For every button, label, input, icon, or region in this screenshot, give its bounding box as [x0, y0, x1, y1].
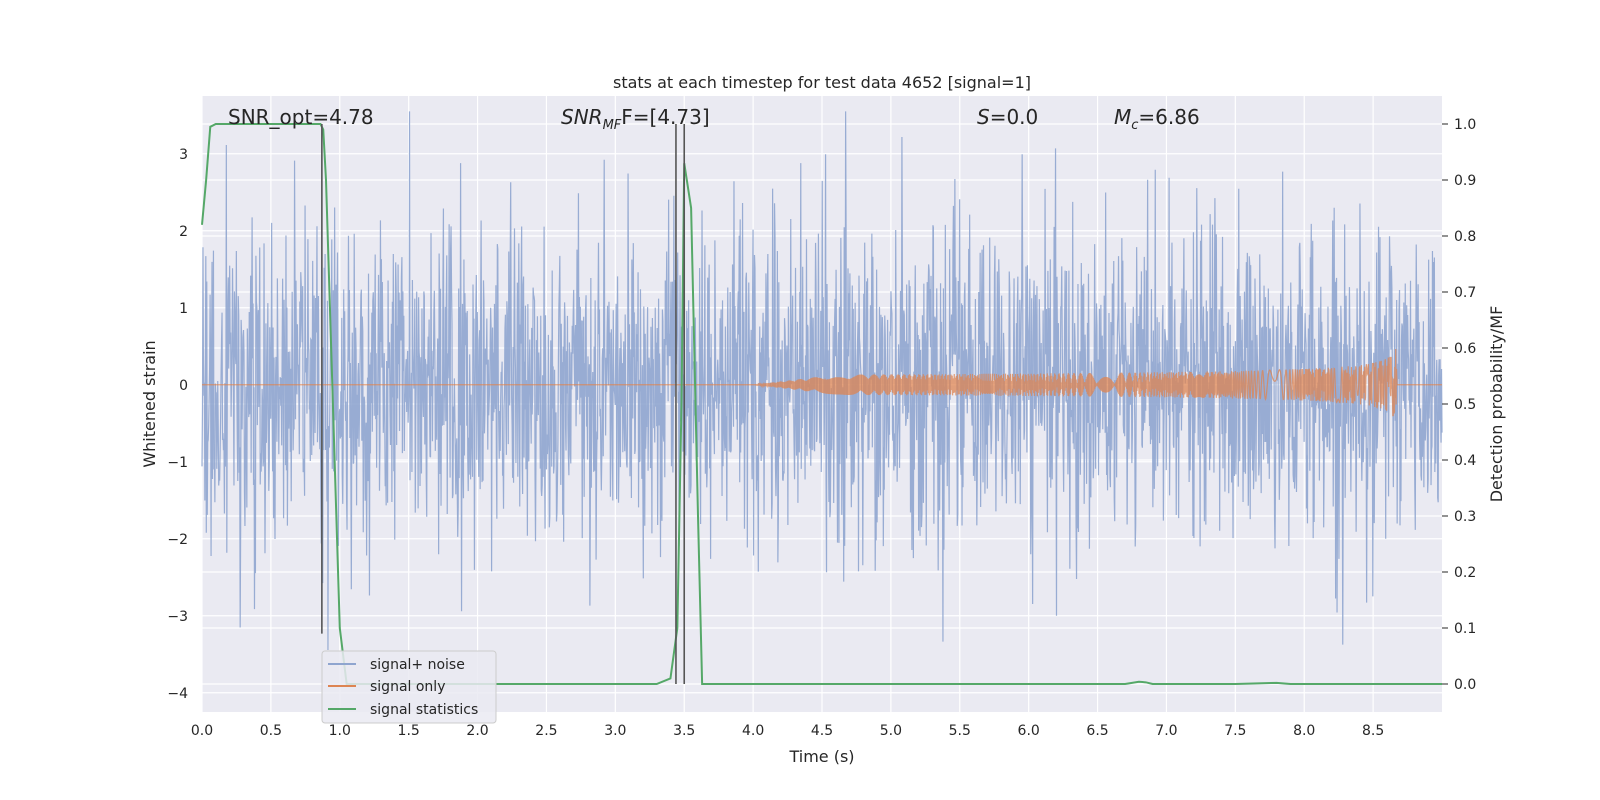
legend: signal+ noise signal only signal statist…	[321, 650, 497, 724]
signal-statistics-line	[201, 123, 1442, 685]
x-tick-label: 8.0	[1293, 723, 1315, 739]
annotation-s: S=0.0	[977, 105, 1038, 129]
x-tick-label: 4.5	[811, 723, 833, 739]
annotation-mc-value: =6.86	[1138, 105, 1199, 129]
x-tick-label: 1.5	[398, 723, 420, 739]
y-right-tick-label: 0.4	[1454, 453, 1476, 469]
x-tick-label: 6.5	[1086, 723, 1108, 739]
annotation-s-base: S	[977, 105, 990, 129]
x-tick-label: 5.0	[880, 723, 902, 739]
y-right-axis-label: Detection probability/MF	[1487, 306, 1506, 503]
x-axis-label: Time (s)	[788, 747, 854, 766]
y-right-tick-label: 0.0	[1454, 677, 1476, 693]
y-left-axis-ticks: 3 2 1 0 −1 −2 −3 −4	[167, 147, 188, 702]
y-left-tick-label: −4	[167, 686, 188, 702]
x-tick-label: 8.5	[1362, 723, 1384, 739]
annotation-snr-mf-sub: MF	[603, 118, 622, 133]
signal-statistics-series	[201, 123, 1442, 685]
annotation-mc-base: M	[1114, 105, 1131, 129]
y-right-tick-label: 0.3	[1454, 509, 1476, 525]
y-left-tick-label: 2	[179, 224, 188, 240]
y-right-tick-label: 0.5	[1454, 397, 1476, 413]
legend-label-signal-statistics: signal statistics	[370, 702, 478, 718]
annotation-snr-mf-value: F=[4.73]	[621, 105, 709, 129]
annotation-mc-sub: c	[1131, 118, 1138, 133]
y-left-tick-label: 3	[179, 147, 188, 163]
y-left-tick-label: −1	[167, 455, 188, 471]
chart-title: stats at each timestep for test data 465…	[613, 73, 1031, 92]
x-tick-label: 3.5	[673, 723, 695, 739]
signal-only-line	[202, 349, 1442, 417]
x-tick-label: 3.0	[604, 723, 626, 739]
signal-noise-series	[201, 111, 1443, 651]
signal-only-series	[202, 349, 1442, 417]
x-tick-label: 2.5	[535, 723, 557, 739]
y-right-tick-label: 0.8	[1454, 229, 1476, 245]
y-right-tick-label: 0.7	[1454, 285, 1476, 301]
y-left-tick-label: 0	[179, 378, 188, 394]
x-tick-label: 0.0	[191, 723, 213, 739]
annotation-snr-mf-base: SNR	[561, 105, 603, 129]
x-tick-label: 4.0	[742, 723, 764, 739]
y-right-tick-label: 0.6	[1454, 341, 1476, 357]
signal-noise-line	[201, 111, 1443, 651]
annotation-snr-opt: SNR_opt=4.78	[228, 105, 374, 129]
y-left-tick-label: 1	[179, 301, 188, 317]
x-tick-label: 0.5	[260, 723, 282, 739]
legend-box	[321, 650, 497, 724]
y-left-tick-label: −3	[167, 609, 188, 625]
annotation-mc: Mc=6.86	[1114, 105, 1200, 133]
vertical-markers	[321, 124, 686, 684]
y-right-tick-label: 1.0	[1454, 117, 1476, 133]
y-left-tick-label: −2	[167, 532, 188, 548]
x-tick-label: 7.5	[1224, 723, 1246, 739]
legend-label-signal-only: signal only	[370, 679, 445, 695]
y-right-tick-label: 0.1	[1454, 621, 1476, 637]
x-axis-ticks: 0.0 0.5 1.0 1.5 2.0 2.5 3.0 3.5 4.0 4.5 5.0 5.5 6.0 6…	[191, 723, 1384, 739]
y-left-axis-label: Whitened strain	[140, 340, 159, 467]
annotation-snr-mf: SNRMFF=[4.73]	[561, 105, 710, 133]
x-tick-label: 6.0	[1018, 723, 1040, 739]
x-tick-label: 5.5	[949, 723, 971, 739]
y-right-tick-label: 0.9	[1454, 173, 1476, 189]
x-tick-label: 1.0	[329, 723, 351, 739]
legend-label-signal-noise: signal+ noise	[370, 657, 465, 673]
x-tick-label: 2.0	[466, 723, 488, 739]
y-right-axis-ticks: 1.0 0.9 0.8 0.7 0.6 0.5 0.4 0.3 0.2 0.1 0.0	[1442, 117, 1476, 693]
y-right-tick-label: 0.2	[1454, 565, 1476, 581]
x-tick-label: 7.0	[1155, 723, 1177, 739]
annotation-s-value: =0.0	[990, 105, 1039, 129]
